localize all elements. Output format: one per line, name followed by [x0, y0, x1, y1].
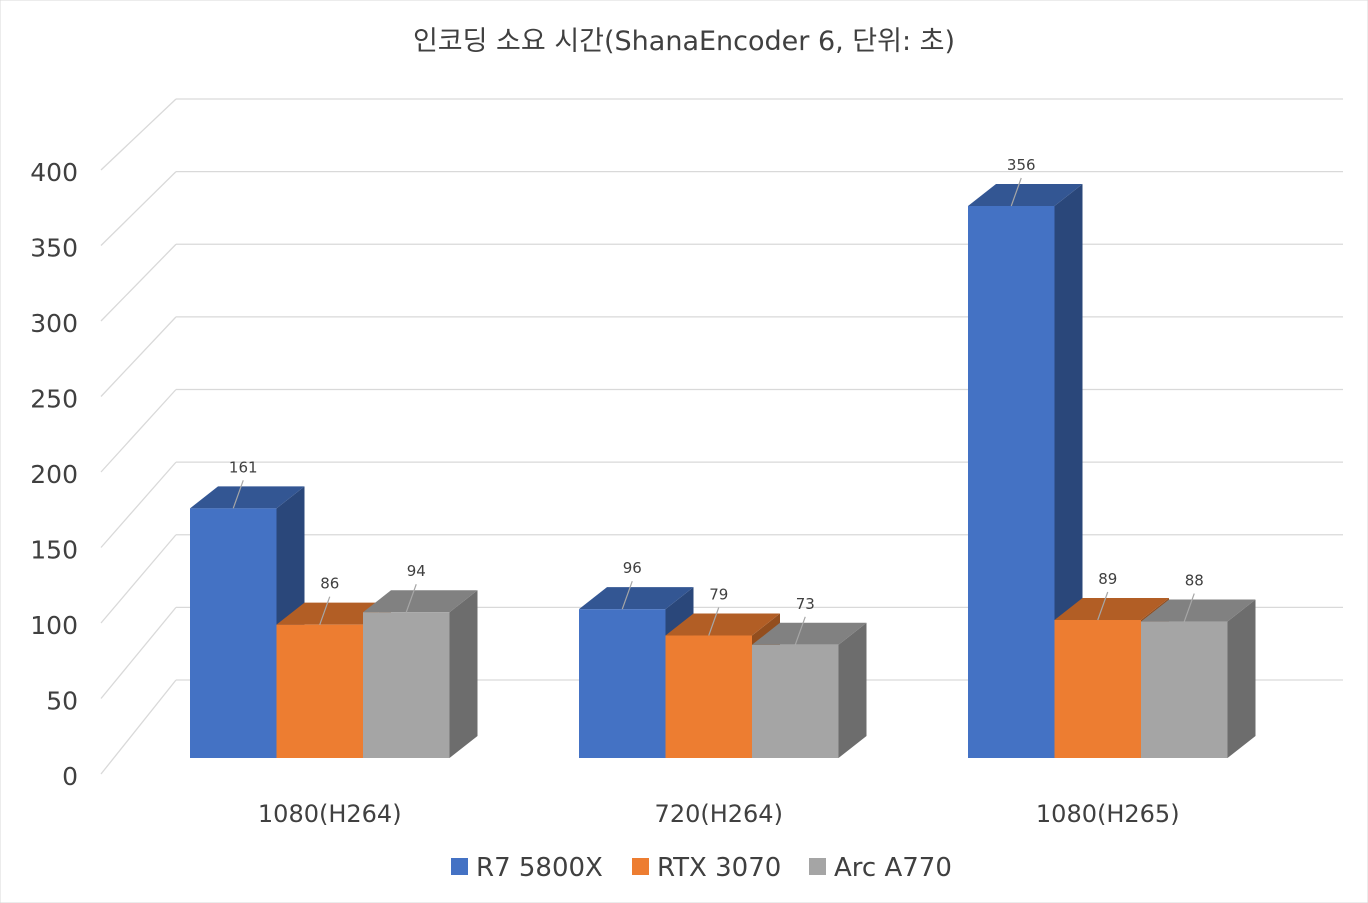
data-label: 79 [709, 586, 728, 604]
y-tick-label: 0 [62, 762, 78, 791]
legend-label: R7 5800X [476, 853, 603, 883]
bar-top [1054, 598, 1169, 620]
leader-line [319, 596, 331, 625]
bar-rtx-3070 [665, 635, 752, 758]
leader-line [232, 480, 244, 509]
y-tick-label: 150 [30, 536, 78, 565]
bar-arc-a770 [363, 612, 450, 758]
gridline-diagonal [100, 679, 177, 775]
gridline-diagonal [100, 606, 177, 699]
bar-top [276, 602, 391, 625]
legend-swatch [809, 858, 826, 875]
data-label: 161 [229, 458, 258, 476]
leader-line [1183, 593, 1195, 622]
bar-r7-5800x [579, 609, 666, 758]
bar-top [968, 184, 1083, 206]
gridline-diagonal [100, 243, 177, 322]
leader-line [794, 616, 806, 646]
bar-side [449, 590, 478, 758]
bar-r7-5800x [968, 206, 1055, 758]
data-label: 73 [796, 595, 815, 613]
gridlines [100, 98, 1343, 775]
legend-label: RTX 3070 [657, 853, 781, 883]
y-tick-label: 50 [46, 687, 78, 716]
leader-line [708, 607, 720, 636]
gridline-diagonal [100, 534, 177, 624]
y-axis-ticks: 0 50 100 150 200 250 300 350 400 [30, 158, 78, 791]
chart-title: 인코딩 소요 시간(ShanaEncoder 6, 단위: 초) [413, 26, 955, 57]
y-tick-label: 250 [30, 385, 78, 414]
data-label: 89 [1098, 570, 1117, 588]
bar-top [1141, 599, 1256, 622]
x-tick-label: 1080(H264) [258, 800, 402, 828]
leader-line [1010, 177, 1022, 207]
gridline-diagonal [100, 316, 177, 397]
legend: R7 5800X RTX 3070 Arc A770 [451, 853, 952, 883]
legend-swatch [451, 858, 468, 875]
bars [190, 184, 1256, 758]
data-label: 94 [407, 562, 426, 580]
x-tick-label: 1080(H265) [1036, 800, 1180, 828]
bar-top [579, 587, 694, 610]
bar-side [838, 622, 867, 758]
legend-swatch [632, 858, 649, 875]
bar-top [190, 486, 305, 509]
x-tick-label: 720(H264) [655, 800, 783, 828]
bar-top [665, 613, 780, 636]
leader-line [621, 580, 633, 610]
bar-arc-a770 [752, 644, 839, 758]
data-label: 88 [1185, 572, 1204, 590]
bar-rtx-3070 [1054, 620, 1141, 758]
x-axis-ticks: 1080(H264) 720(H264) 1080(H265) [258, 800, 1180, 828]
y-tick-label: 400 [30, 158, 78, 187]
bar-top [752, 622, 867, 645]
gridline-diagonal [100, 389, 177, 473]
gridline-diagonal [100, 98, 177, 171]
data-label: 356 [1007, 156, 1036, 174]
bar-rtx-3070 [276, 624, 363, 758]
y-tick-label: 300 [30, 309, 78, 338]
y-tick-label: 100 [30, 611, 78, 640]
bar-side [1227, 599, 1256, 758]
bar-r7-5800x [190, 508, 277, 758]
leader-line [405, 584, 417, 613]
bar-top [363, 590, 478, 613]
legend-label: Arc A770 [834, 853, 952, 883]
gridline-diagonal [100, 461, 177, 548]
data-label: 86 [320, 575, 339, 593]
gridline-diagonal [100, 171, 177, 246]
y-tick-label: 350 [30, 234, 78, 263]
data-labels: 161 86 94 96 79 73 356 89 88 [229, 156, 1204, 646]
bar-arc-a770 [1141, 621, 1228, 758]
y-tick-label: 200 [30, 460, 78, 489]
data-label: 96 [623, 559, 642, 577]
leader-line [1097, 591, 1109, 621]
